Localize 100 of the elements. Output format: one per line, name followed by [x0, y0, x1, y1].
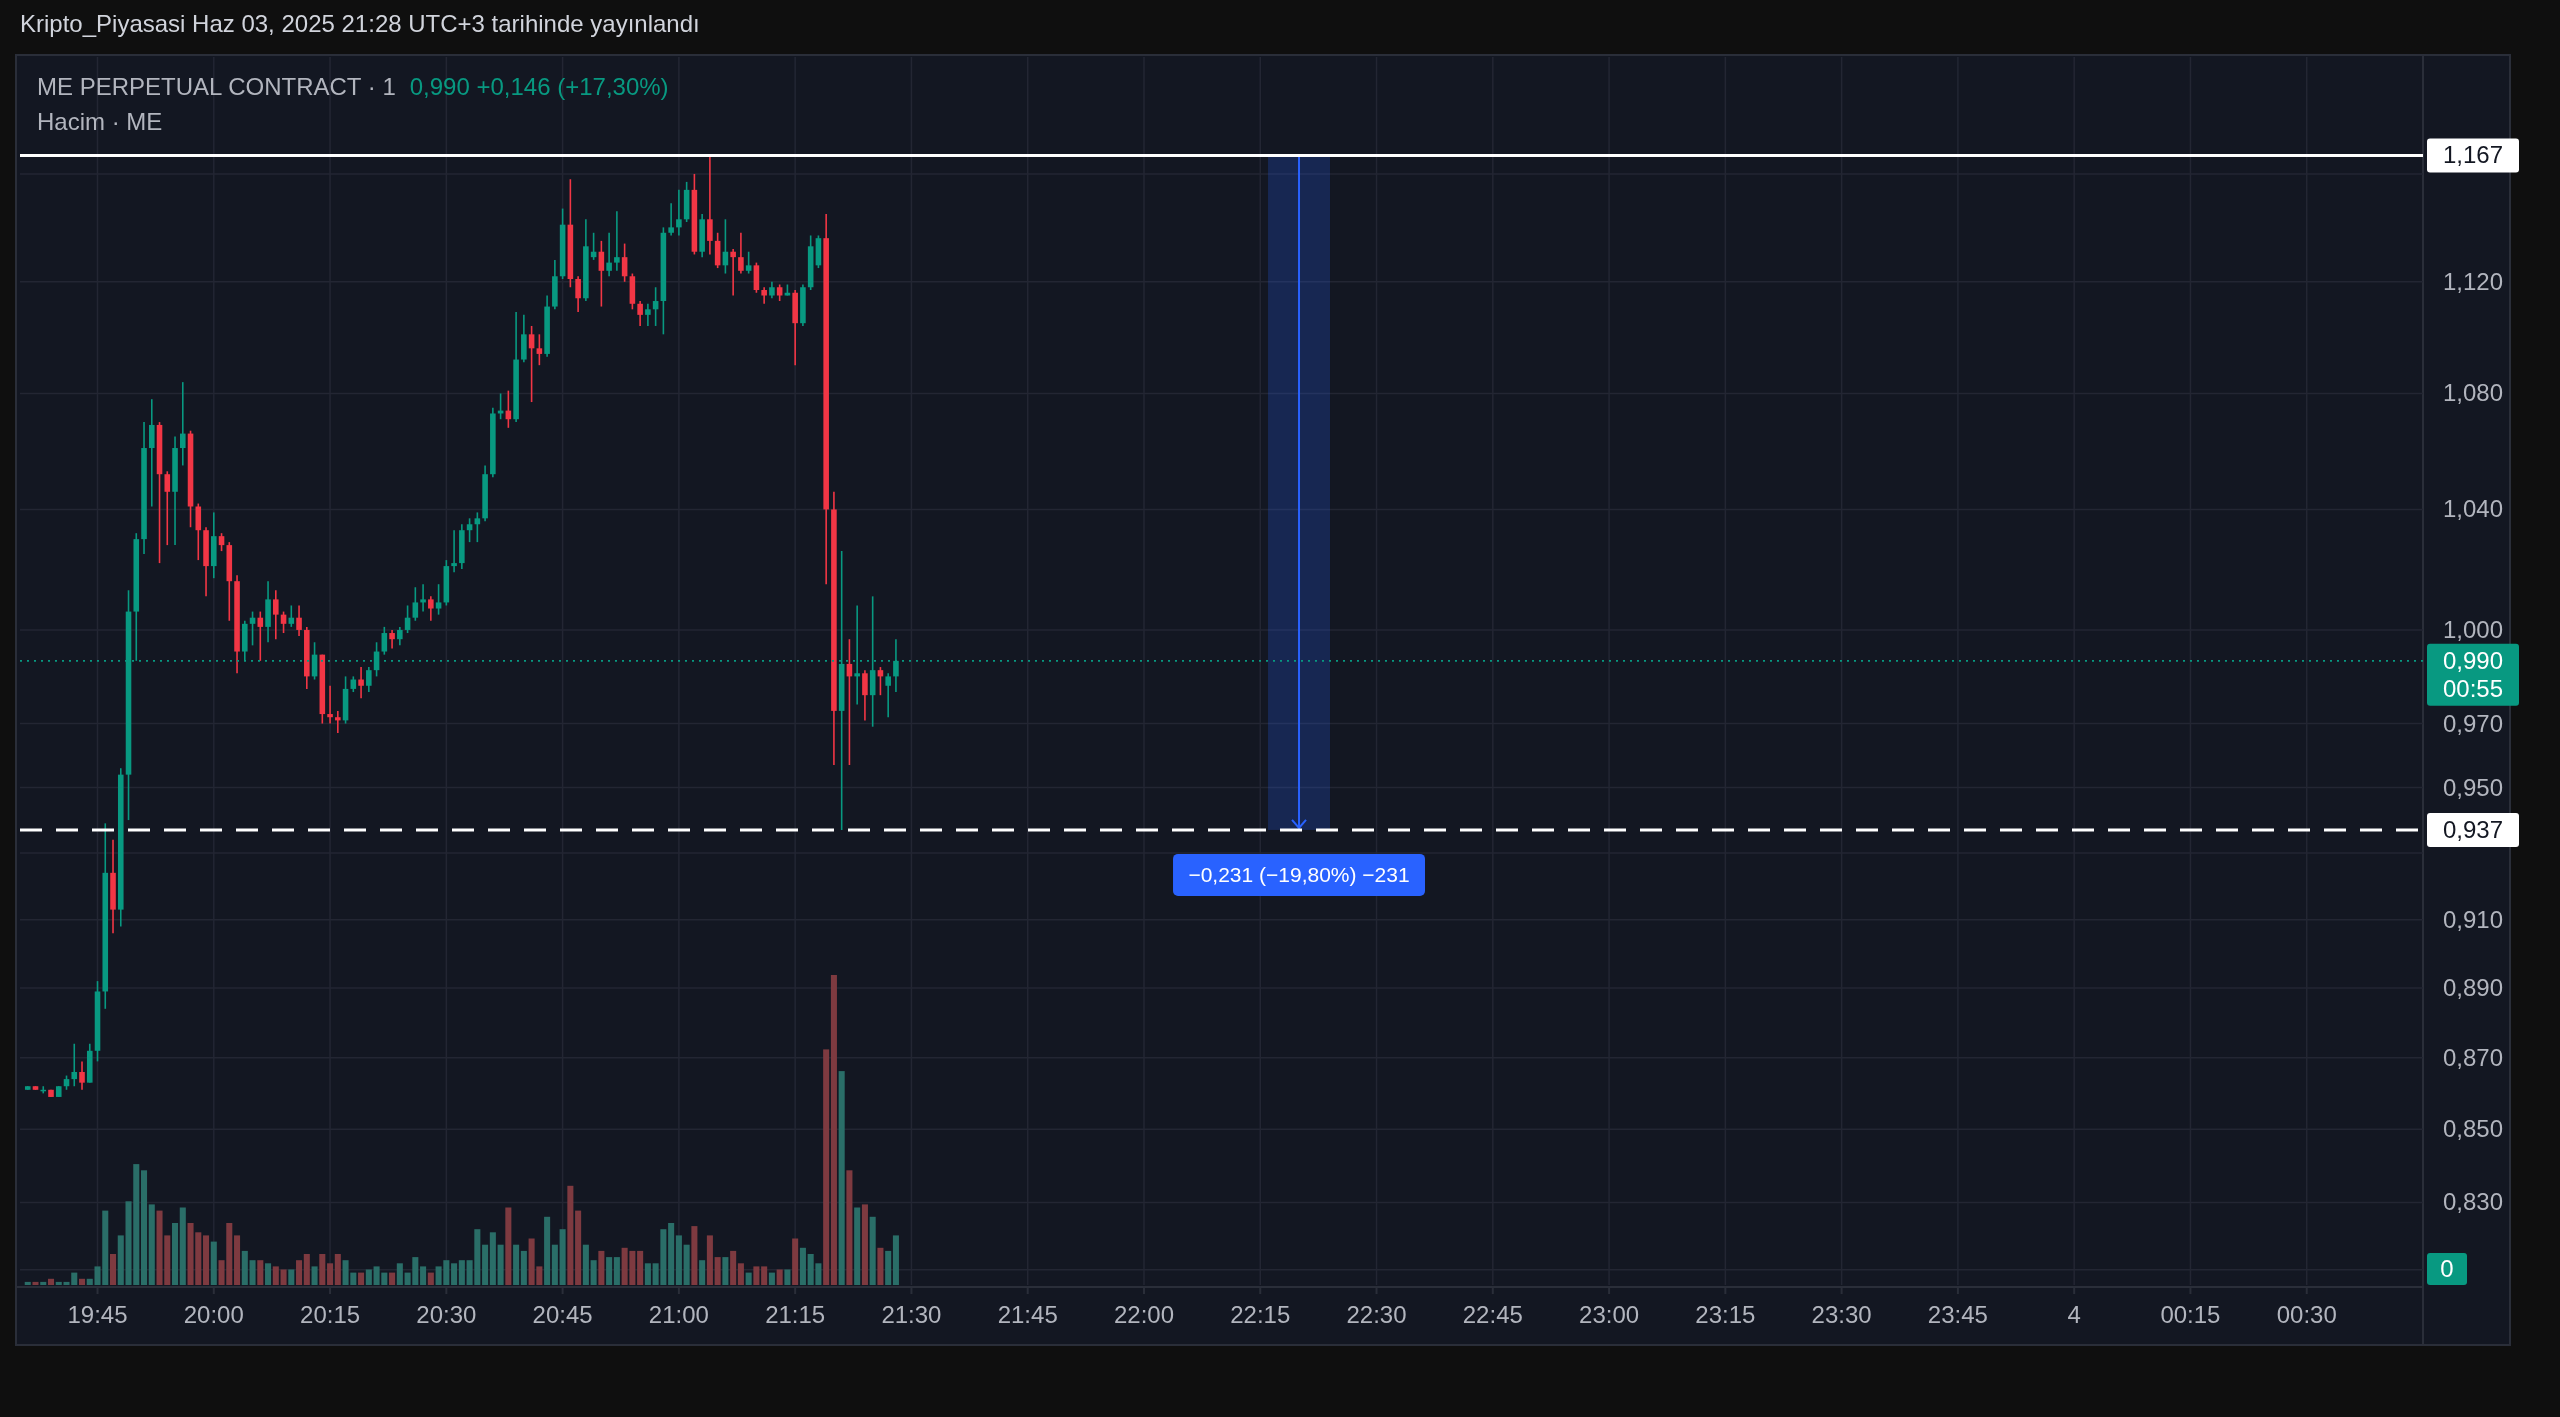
- x-tick-label: 23:45: [1927, 1301, 1988, 1328]
- bar: [311, 1266, 318, 1285]
- bar: [358, 1272, 365, 1285]
- bar: [265, 1263, 272, 1285]
- x-tick-label: 21:15: [765, 1301, 826, 1328]
- bar: [288, 1269, 295, 1285]
- chart-title: Kripto_Piyasasi Haz 03, 2025 21:28 UTC+3 tarihinde yayınlandı: [20, 10, 700, 37]
- bar: [567, 1185, 574, 1285]
- x-tick-label: 21:45: [997, 1301, 1058, 1328]
- bar: [458, 1260, 465, 1285]
- candlestick: [79, 1060, 85, 1091]
- bar: [644, 1263, 651, 1285]
- y-tick-label: 0,950: [2442, 773, 2504, 801]
- bar: [792, 1238, 799, 1285]
- bar: [683, 1244, 690, 1285]
- y-tick-label: 0,830: [2442, 1188, 2504, 1216]
- bar: [637, 1250, 644, 1285]
- x-tick-label: 20:45: [532, 1301, 593, 1328]
- candlestick: [575, 275, 581, 313]
- bar: [776, 1269, 783, 1285]
- y-tick-label: 1,080: [2442, 379, 2504, 407]
- candlestick: [885, 672, 891, 719]
- candlestick: [327, 684, 333, 725]
- ref-line-label: 0,937: [2442, 815, 2504, 843]
- bar: [78, 1278, 86, 1285]
- x-tick-label: 4: [2067, 1301, 2081, 1328]
- x-tick-label: 00:15: [2160, 1301, 2221, 1328]
- candlestick: [412, 586, 419, 622]
- annotation: Hacim · ME: [37, 108, 163, 135]
- x-tick-label: 21:00: [648, 1301, 709, 1328]
- candlestick: [614, 210, 620, 272]
- candlestick: [148, 398, 155, 508]
- y-tick-label: 0,850: [2442, 1115, 2504, 1143]
- bar: [892, 1235, 899, 1285]
- bar: [869, 1216, 876, 1285]
- candlestick: [645, 302, 651, 327]
- bar: [210, 1241, 217, 1285]
- candlestick: [668, 202, 674, 237]
- bar: [730, 1250, 737, 1285]
- candlestick: [745, 250, 752, 275]
- x-tick-label: 23:00: [1579, 1301, 1640, 1328]
- candlestick: [637, 300, 643, 327]
- bar: [513, 1244, 520, 1285]
- x-tick-label: 22:30: [1346, 1301, 1407, 1328]
- bar: [110, 1254, 117, 1285]
- x-tick-label: 23:15: [1695, 1301, 1756, 1328]
- bar: [714, 1257, 721, 1285]
- candlestick: [435, 583, 442, 616]
- bar: [489, 1232, 496, 1285]
- bar: [272, 1266, 279, 1285]
- bar: [598, 1250, 605, 1285]
- ref-line-label: 0,990 00:55: [2442, 646, 2504, 702]
- bar: [179, 1207, 186, 1285]
- bar: [319, 1254, 326, 1285]
- candlestick: [296, 604, 302, 637]
- band-label: −0,231 (−19,80%) −231: [1188, 862, 1410, 886]
- candlestick: [451, 529, 457, 573]
- y-tick-label: 0,890: [2442, 974, 2504, 1002]
- candlestick: [397, 626, 403, 647]
- ref-line-label: 1,167: [2442, 141, 2504, 169]
- bar: [141, 1170, 148, 1285]
- candlestick: [606, 231, 612, 278]
- bar: [172, 1223, 179, 1285]
- candlestick: [474, 511, 481, 543]
- bar: [334, 1254, 341, 1285]
- x-tick-label: 22:45: [1462, 1301, 1523, 1328]
- bar: [365, 1269, 372, 1285]
- bar: [799, 1247, 806, 1285]
- bar: [722, 1257, 729, 1285]
- x-tick-label: 20:00: [183, 1301, 244, 1328]
- annotation: 0,990 +0,146 (+17,30%): [409, 73, 669, 100]
- candlestick: [676, 189, 682, 237]
- bar: [249, 1260, 256, 1285]
- y-tick-label: 1,000: [2442, 615, 2504, 643]
- candlestick: [358, 666, 364, 700]
- bar: [148, 1204, 155, 1285]
- x-tick-label: 22:15: [1230, 1301, 1291, 1328]
- bar: [745, 1272, 752, 1285]
- bar: [303, 1254, 310, 1285]
- bar: [559, 1229, 566, 1285]
- candlestick: [195, 502, 202, 561]
- bar: [520, 1250, 527, 1285]
- x-tick-label: 20:15: [300, 1301, 361, 1328]
- bar: [675, 1235, 682, 1285]
- bar: [327, 1263, 334, 1285]
- bar: [846, 1170, 853, 1285]
- candlestick: [738, 231, 744, 275]
- text: ME PERPETUAL CONTRACT · 1: [37, 73, 396, 100]
- bar: [234, 1235, 241, 1285]
- candlestick: [164, 470, 171, 546]
- bar: [420, 1266, 427, 1285]
- candlestick: [707, 154, 713, 256]
- candlestick: [420, 583, 426, 613]
- candlestick: [366, 666, 372, 693]
- bar: [590, 1260, 597, 1285]
- bar: [885, 1250, 892, 1285]
- bar: [737, 1263, 744, 1285]
- x-tick-label: 19:45: [67, 1301, 128, 1328]
- candlestick: [179, 381, 186, 467]
- bar: [451, 1263, 458, 1285]
